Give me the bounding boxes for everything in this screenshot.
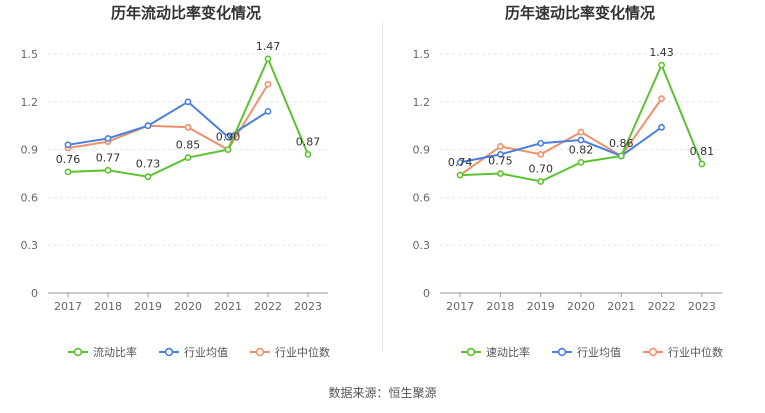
data-point bbox=[658, 61, 665, 69]
data-point bbox=[497, 150, 504, 158]
legend-item: 行业中位数 bbox=[643, 345, 723, 359]
data-point bbox=[64, 141, 72, 149]
data-label: 0.85 bbox=[176, 139, 201, 152]
chart-1: 历年流动比率变化情况 0 0.3 0.6 0.9 1.2 1.5 2017 2018 2019 20… bbox=[21, 4, 331, 359]
data-point bbox=[698, 160, 706, 168]
x-tick-label: 2018 bbox=[94, 300, 122, 313]
series-line bbox=[459, 126, 663, 164]
data-label: 0.90 bbox=[216, 131, 241, 144]
data-point bbox=[224, 133, 232, 141]
legend-label: 行业中位数 bbox=[275, 345, 330, 359]
x-tick-label: 2023 bbox=[688, 300, 716, 313]
y-tick-label: 1.2 bbox=[413, 96, 431, 109]
data-point bbox=[537, 178, 545, 185]
data-label: 0.81 bbox=[690, 145, 715, 158]
data-point bbox=[64, 168, 72, 176]
y-tick-label: 1.5 bbox=[413, 48, 431, 61]
x-tick-label: 2017 bbox=[446, 300, 474, 313]
data-point bbox=[577, 158, 585, 166]
x-tick-label: 2023 bbox=[294, 300, 322, 313]
legend-item: 行业均值 bbox=[159, 346, 228, 359]
data-point bbox=[304, 150, 312, 158]
data-point bbox=[264, 107, 272, 115]
data-point bbox=[617, 152, 625, 160]
data-point bbox=[184, 98, 192, 106]
x-tick-label: 2020 bbox=[174, 300, 202, 313]
data-point bbox=[497, 170, 504, 177]
chart-title: 历年速动比率变化情况 bbox=[505, 4, 655, 22]
data-point bbox=[104, 166, 112, 174]
legend-swatch-marker bbox=[648, 347, 658, 357]
legend-label: 行业均值 bbox=[577, 346, 621, 359]
legend-swatch-marker bbox=[164, 347, 174, 357]
x-tick-label: 2022 bbox=[648, 300, 676, 313]
data-point bbox=[497, 143, 504, 150]
y-tick-label: 1.5 bbox=[21, 48, 39, 61]
chart-title: 历年流动比率变化情况 bbox=[111, 4, 261, 22]
series-line bbox=[459, 98, 663, 176]
y-tick-label: 0.9 bbox=[21, 144, 39, 157]
legend-item: 行业均值 bbox=[552, 346, 621, 359]
series-line bbox=[67, 83, 269, 151]
y-tick-label: 0.6 bbox=[21, 191, 39, 204]
x-tick-label: 2022 bbox=[254, 300, 282, 313]
x-tick-label: 2019 bbox=[134, 300, 162, 313]
x-tick-label: 2017 bbox=[54, 300, 82, 313]
data-point bbox=[577, 128, 585, 136]
legend-item: 流动比率 bbox=[68, 345, 137, 359]
legend-swatch-marker bbox=[557, 347, 567, 357]
y-tick-label: 0.3 bbox=[413, 239, 431, 252]
data-label: 1.47 bbox=[256, 40, 281, 53]
data-label: 0.82 bbox=[569, 143, 594, 156]
legend-item: 行业中位数 bbox=[250, 345, 330, 359]
chart-2: 历年速动比率变化情况 0 0.3 0.6 0.9 1.2 1.5 2017 2018 2019 20… bbox=[413, 4, 724, 359]
x-tick-label: 2018 bbox=[486, 300, 514, 313]
y-tick-label: 1.2 bbox=[21, 96, 39, 109]
data-point bbox=[184, 154, 192, 161]
data-point bbox=[264, 80, 272, 88]
data-point bbox=[144, 173, 152, 181]
data-label: 0.76 bbox=[56, 153, 81, 166]
y-tick-label: 0 bbox=[31, 287, 38, 300]
data-point bbox=[104, 135, 112, 142]
legend-label: 流动比率 bbox=[93, 345, 137, 359]
data-point bbox=[456, 158, 464, 166]
source-note: 数据来源：恒生聚源 bbox=[328, 386, 437, 400]
x-tick-label: 2021 bbox=[607, 300, 635, 313]
y-tick-label: 0.3 bbox=[21, 239, 39, 252]
y-tick-label: 0 bbox=[423, 287, 430, 300]
data-label: 0.73 bbox=[136, 158, 161, 171]
legend-item: 速动比率 bbox=[461, 345, 530, 359]
data-point bbox=[144, 122, 152, 130]
data-label: 0.70 bbox=[528, 162, 553, 175]
legend-label: 行业均值 bbox=[184, 346, 228, 359]
data-point bbox=[184, 123, 192, 131]
data-label: 0.77 bbox=[96, 151, 121, 164]
legend-swatch-marker bbox=[255, 347, 265, 357]
data-label: 0.87 bbox=[296, 135, 321, 148]
legend-swatch-marker bbox=[73, 347, 83, 357]
x-tick-label: 2021 bbox=[214, 300, 242, 313]
data-point bbox=[456, 171, 464, 179]
y-tick-label: 0.9 bbox=[413, 144, 431, 157]
data-point bbox=[658, 95, 665, 103]
data-label: 0.74 bbox=[448, 156, 473, 169]
data-point bbox=[224, 146, 232, 153]
data-point bbox=[264, 55, 272, 63]
legend-swatch-marker bbox=[466, 347, 476, 357]
data-point bbox=[537, 139, 545, 147]
data-point bbox=[537, 150, 545, 158]
data-label: 1.43 bbox=[649, 46, 674, 59]
data-point bbox=[577, 136, 585, 144]
legend-label: 速动比率 bbox=[486, 345, 530, 359]
y-tick-label: 0.6 bbox=[413, 191, 431, 204]
legend-label: 行业中位数 bbox=[668, 345, 723, 359]
panel-divider bbox=[382, 22, 383, 352]
x-tick-label: 2019 bbox=[527, 300, 555, 313]
data-label: 0.86 bbox=[609, 137, 634, 150]
data-point bbox=[658, 123, 665, 131]
x-tick-label: 2020 bbox=[567, 300, 595, 313]
data-label: 0.75 bbox=[488, 155, 513, 168]
